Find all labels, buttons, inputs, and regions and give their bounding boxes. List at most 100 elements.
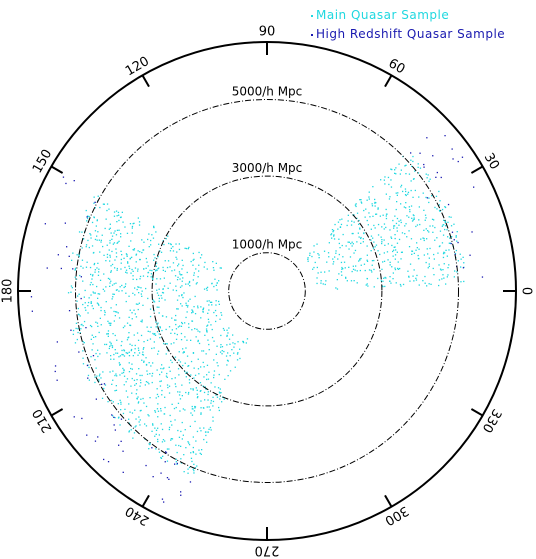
main-quasar-point	[116, 215, 118, 217]
main-quasar-point	[226, 329, 228, 331]
main-quasar-point	[411, 165, 413, 167]
main-quasar-point	[76, 254, 78, 256]
main-quasar-point	[384, 276, 386, 279]
main-quasar-point	[91, 325, 93, 328]
main-quasar-point	[185, 391, 187, 394]
main-quasar-point	[336, 288, 339, 290]
main-quasar-point	[182, 348, 184, 350]
high-redshift-quasar-point	[97, 436, 99, 438]
main-quasar-point	[234, 343, 236, 345]
main-quasar-point	[152, 299, 154, 301]
main-quasar-point	[413, 178, 415, 180]
main-quasar-point	[221, 314, 223, 316]
main-quasar-point	[316, 243, 318, 245]
main-quasar-point	[411, 220, 414, 222]
main-quasar-point	[211, 304, 213, 306]
main-quasar-point	[381, 241, 383, 243]
main-quasar-point	[123, 375, 126, 377]
main-quasar-point	[175, 256, 177, 258]
main-quasar-point	[154, 411, 157, 413]
main-quasar-point	[222, 327, 225, 330]
main-quasar-point	[132, 223, 134, 225]
main-quasar-point	[372, 237, 374, 239]
main-quasar-point	[448, 216, 450, 218]
main-quasar-point	[142, 304, 144, 306]
main-quasar-point	[127, 396, 129, 398]
main-quasar-point	[139, 275, 142, 278]
high-redshift-quasar-point	[65, 182, 67, 185]
main-quasar-point	[146, 326, 148, 328]
main-quasar-point	[119, 424, 121, 426]
main-quasar-point	[364, 216, 366, 218]
main-quasar-point	[394, 268, 397, 271]
main-quasar-point	[332, 231, 334, 233]
main-quasar-point	[210, 402, 212, 404]
main-quasar-point	[359, 259, 361, 261]
main-quasar-point	[360, 236, 362, 239]
main-quasar-point	[199, 382, 202, 384]
main-quasar-point	[147, 330, 149, 332]
main-quasar-point	[159, 278, 162, 280]
main-quasar-point	[328, 256, 330, 258]
main-quasar-point	[115, 256, 118, 258]
main-quasar-point	[460, 266, 462, 268]
main-quasar-point	[448, 249, 450, 251]
main-quasar-point	[183, 454, 185, 456]
main-quasar-point	[377, 207, 379, 209]
main-quasar-point	[392, 219, 394, 222]
main-quasar-point	[123, 257, 125, 259]
main-quasar-point	[383, 228, 385, 230]
main-quasar-point	[208, 428, 210, 430]
tick-60	[384, 74, 393, 88]
main-quasar-point	[192, 451, 195, 454]
main-quasar-point	[425, 261, 427, 264]
main-quasar-point	[204, 431, 207, 433]
main-quasar-point	[338, 273, 340, 275]
main-quasar-point	[405, 223, 407, 225]
main-quasar-point	[135, 425, 137, 427]
main-quasar-point	[186, 339, 188, 341]
main-quasar-point	[220, 312, 222, 314]
main-quasar-point	[403, 206, 405, 208]
main-quasar-point	[196, 393, 198, 395]
main-quasar-point	[77, 295, 79, 297]
main-quasar-point	[178, 263, 180, 265]
main-quasar-point	[196, 465, 198, 467]
main-quasar-point	[351, 270, 353, 273]
main-quasar-point	[149, 397, 151, 399]
main-quasar-point	[143, 360, 145, 362]
main-quasar-point	[87, 215, 89, 217]
main-quasar-point	[371, 271, 373, 273]
main-quasar-point	[393, 225, 396, 227]
main-quasar-point	[395, 208, 397, 211]
main-quasar-point	[202, 350, 205, 352]
main-quasar-point	[115, 311, 117, 313]
main-quasar-point	[390, 186, 393, 188]
main-quasar-point	[213, 311, 215, 314]
main-quasar-point	[340, 271, 343, 273]
main-quasar-point	[201, 449, 203, 451]
main-quasar-point	[382, 285, 384, 288]
main-quasar-point	[415, 249, 417, 251]
main-quasar-point	[148, 415, 150, 417]
main-quasar-point	[132, 278, 134, 280]
main-quasar-point	[445, 283, 447, 285]
main-quasar-point	[208, 304, 210, 306]
main-quasar-point	[161, 394, 163, 396]
main-quasar-point	[165, 375, 168, 377]
main-quasar-point	[186, 355, 189, 357]
main-quasar-point	[353, 221, 355, 223]
main-quasar-point	[131, 392, 133, 394]
main-quasar-point	[174, 332, 176, 335]
high-redshift-quasar-point	[86, 434, 88, 436]
main-quasar-point	[366, 259, 368, 261]
main-quasar-point	[192, 259, 194, 261]
main-quasar-point	[163, 367, 165, 369]
main-quasar-point	[113, 283, 115, 285]
main-quasar-point	[342, 256, 344, 258]
main-quasar-point	[74, 269, 76, 271]
main-quasar-point	[204, 261, 206, 264]
main-quasar-point	[199, 257, 202, 259]
main-quasar-point	[231, 349, 233, 351]
main-quasar-point	[176, 258, 178, 260]
